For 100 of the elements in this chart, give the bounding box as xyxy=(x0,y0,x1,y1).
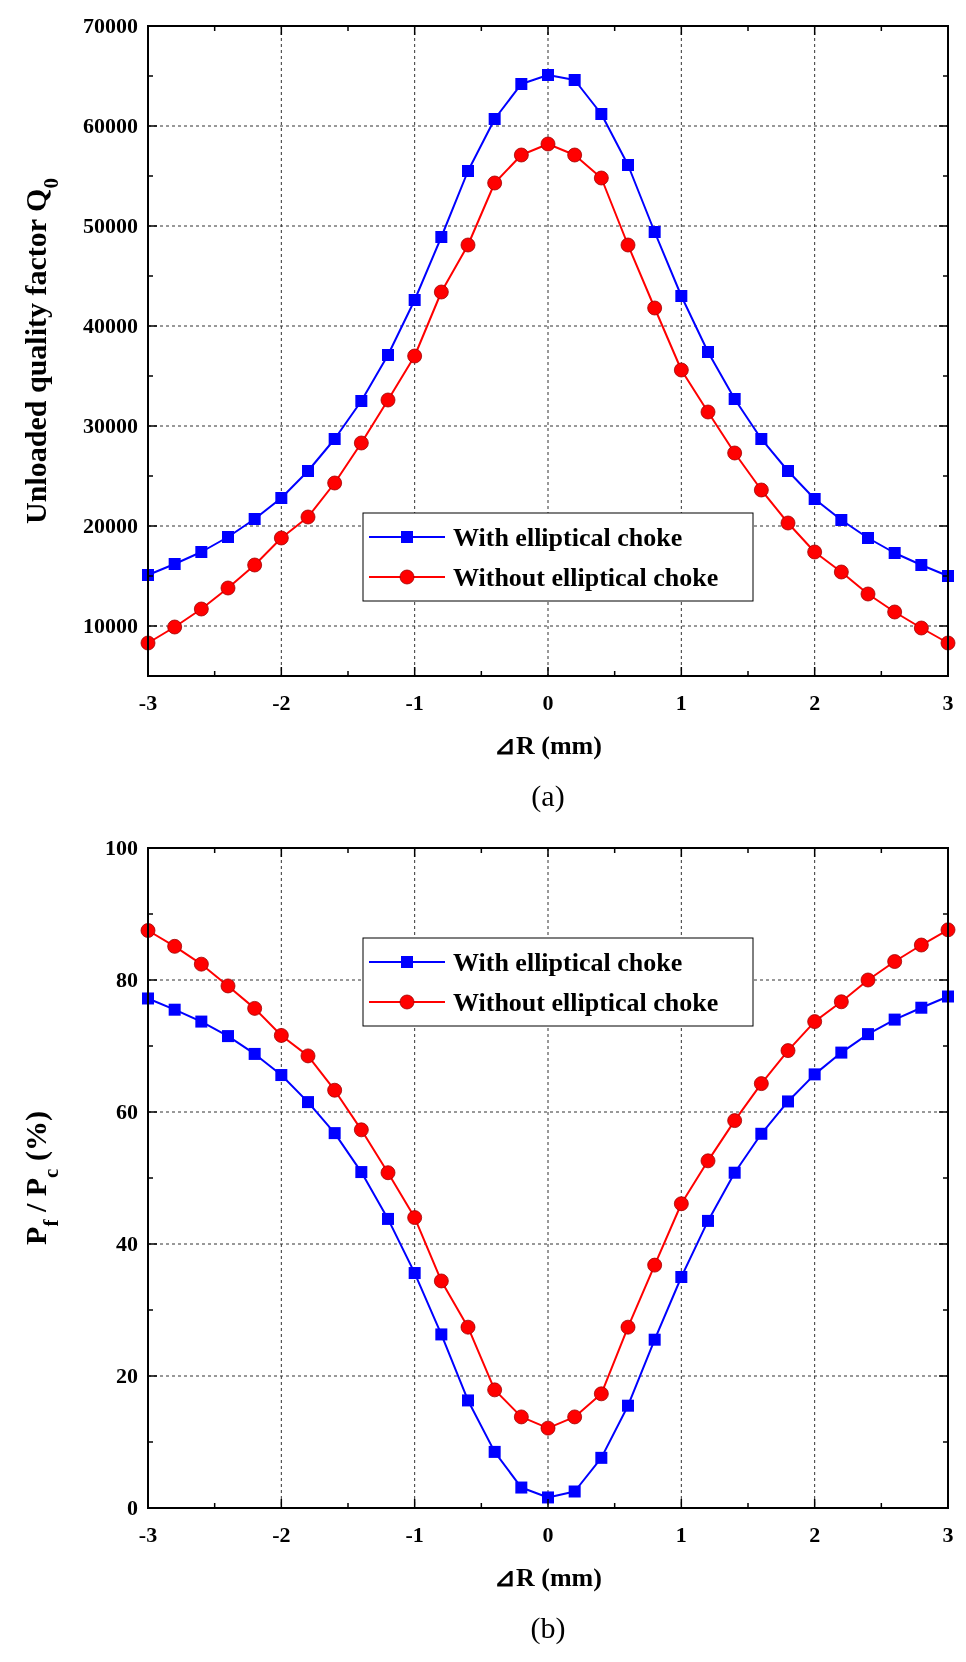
x-tick-label: -2 xyxy=(272,690,291,715)
point xyxy=(888,1013,901,1026)
x-tick-label: -1 xyxy=(405,1522,424,1547)
point xyxy=(247,1000,263,1016)
point xyxy=(407,348,423,364)
point xyxy=(247,557,263,573)
point xyxy=(407,1210,423,1225)
point xyxy=(648,1333,661,1346)
x-tick-label: 3 xyxy=(942,690,954,715)
x-tick-label: -2 xyxy=(272,1522,291,1547)
point xyxy=(675,1271,688,1283)
point xyxy=(195,1015,208,1028)
point xyxy=(462,1394,474,1407)
point xyxy=(567,1409,583,1425)
point xyxy=(888,547,901,559)
point xyxy=(915,559,928,571)
point xyxy=(780,515,796,531)
point xyxy=(408,294,421,306)
point xyxy=(222,531,234,543)
point xyxy=(860,586,876,602)
point xyxy=(753,1076,769,1092)
point xyxy=(807,544,823,560)
point xyxy=(302,1096,314,1109)
point xyxy=(542,1491,554,1504)
point xyxy=(273,530,289,546)
x-tick-label: 2 xyxy=(809,690,821,715)
x-tick-label: -3 xyxy=(138,690,158,715)
point xyxy=(915,1001,928,1014)
y-tick-label: 60000 xyxy=(83,113,138,138)
point xyxy=(248,513,261,525)
point xyxy=(862,532,874,544)
point xyxy=(353,1122,369,1138)
point xyxy=(700,404,716,420)
point xyxy=(860,972,876,988)
point xyxy=(462,165,474,177)
y-tick-label: 20 xyxy=(116,1363,138,1388)
point xyxy=(700,1153,716,1169)
point xyxy=(540,136,556,152)
point xyxy=(488,113,501,125)
point xyxy=(780,1043,796,1059)
x-tick-label: 1 xyxy=(675,690,687,715)
y-tick-label: 80 xyxy=(116,967,138,992)
point xyxy=(913,620,929,636)
point xyxy=(673,362,689,378)
y-tick-label: 20000 xyxy=(83,513,138,538)
point xyxy=(328,433,341,445)
point xyxy=(380,1165,396,1181)
point xyxy=(647,300,663,316)
legend-label: With elliptical choke xyxy=(453,523,683,552)
point xyxy=(782,465,794,477)
point xyxy=(782,1095,794,1108)
point xyxy=(515,1481,528,1494)
y-tick-label: 40000 xyxy=(83,313,138,338)
point xyxy=(167,619,183,635)
point xyxy=(193,601,209,617)
point xyxy=(300,509,316,525)
point xyxy=(835,1046,848,1059)
y-tick-label: 50000 xyxy=(83,213,138,238)
point xyxy=(887,604,903,620)
x-tick-label: -3 xyxy=(138,1522,158,1547)
point xyxy=(488,1445,501,1458)
point xyxy=(382,349,394,361)
point xyxy=(728,393,741,405)
point xyxy=(302,465,314,477)
point xyxy=(435,231,448,243)
point xyxy=(275,492,288,504)
point xyxy=(327,475,343,491)
point xyxy=(540,1420,556,1436)
point xyxy=(168,1003,181,1016)
point xyxy=(353,435,369,451)
point xyxy=(195,546,208,558)
point xyxy=(435,1328,448,1341)
point xyxy=(648,226,661,238)
point xyxy=(673,1196,689,1212)
point xyxy=(595,1451,608,1464)
point xyxy=(433,284,449,300)
legend-label: Without elliptical choke xyxy=(453,563,719,592)
point xyxy=(593,1386,609,1402)
point xyxy=(728,1166,741,1179)
y-tick-label: 60 xyxy=(116,1099,138,1124)
text: (a) xyxy=(531,779,565,813)
x-tick-label: 1 xyxy=(675,1522,687,1547)
point xyxy=(833,564,849,580)
y-tick-label: 100 xyxy=(105,835,138,860)
point xyxy=(168,558,181,570)
point xyxy=(808,1068,821,1081)
point xyxy=(702,1214,714,1227)
point xyxy=(273,1028,289,1043)
point xyxy=(408,1267,421,1280)
point xyxy=(887,954,903,969)
point xyxy=(248,1047,261,1060)
point xyxy=(593,170,609,186)
point xyxy=(835,514,848,526)
point xyxy=(193,956,209,972)
y-tick-label: 10000 xyxy=(83,613,138,638)
legend-label: Without elliptical choke xyxy=(453,988,719,1017)
y-tick-label: 0 xyxy=(127,1495,138,1520)
point xyxy=(755,1127,768,1140)
y-tick-label: 70000 xyxy=(83,13,138,38)
x-tick-label: 0 xyxy=(542,1522,554,1547)
